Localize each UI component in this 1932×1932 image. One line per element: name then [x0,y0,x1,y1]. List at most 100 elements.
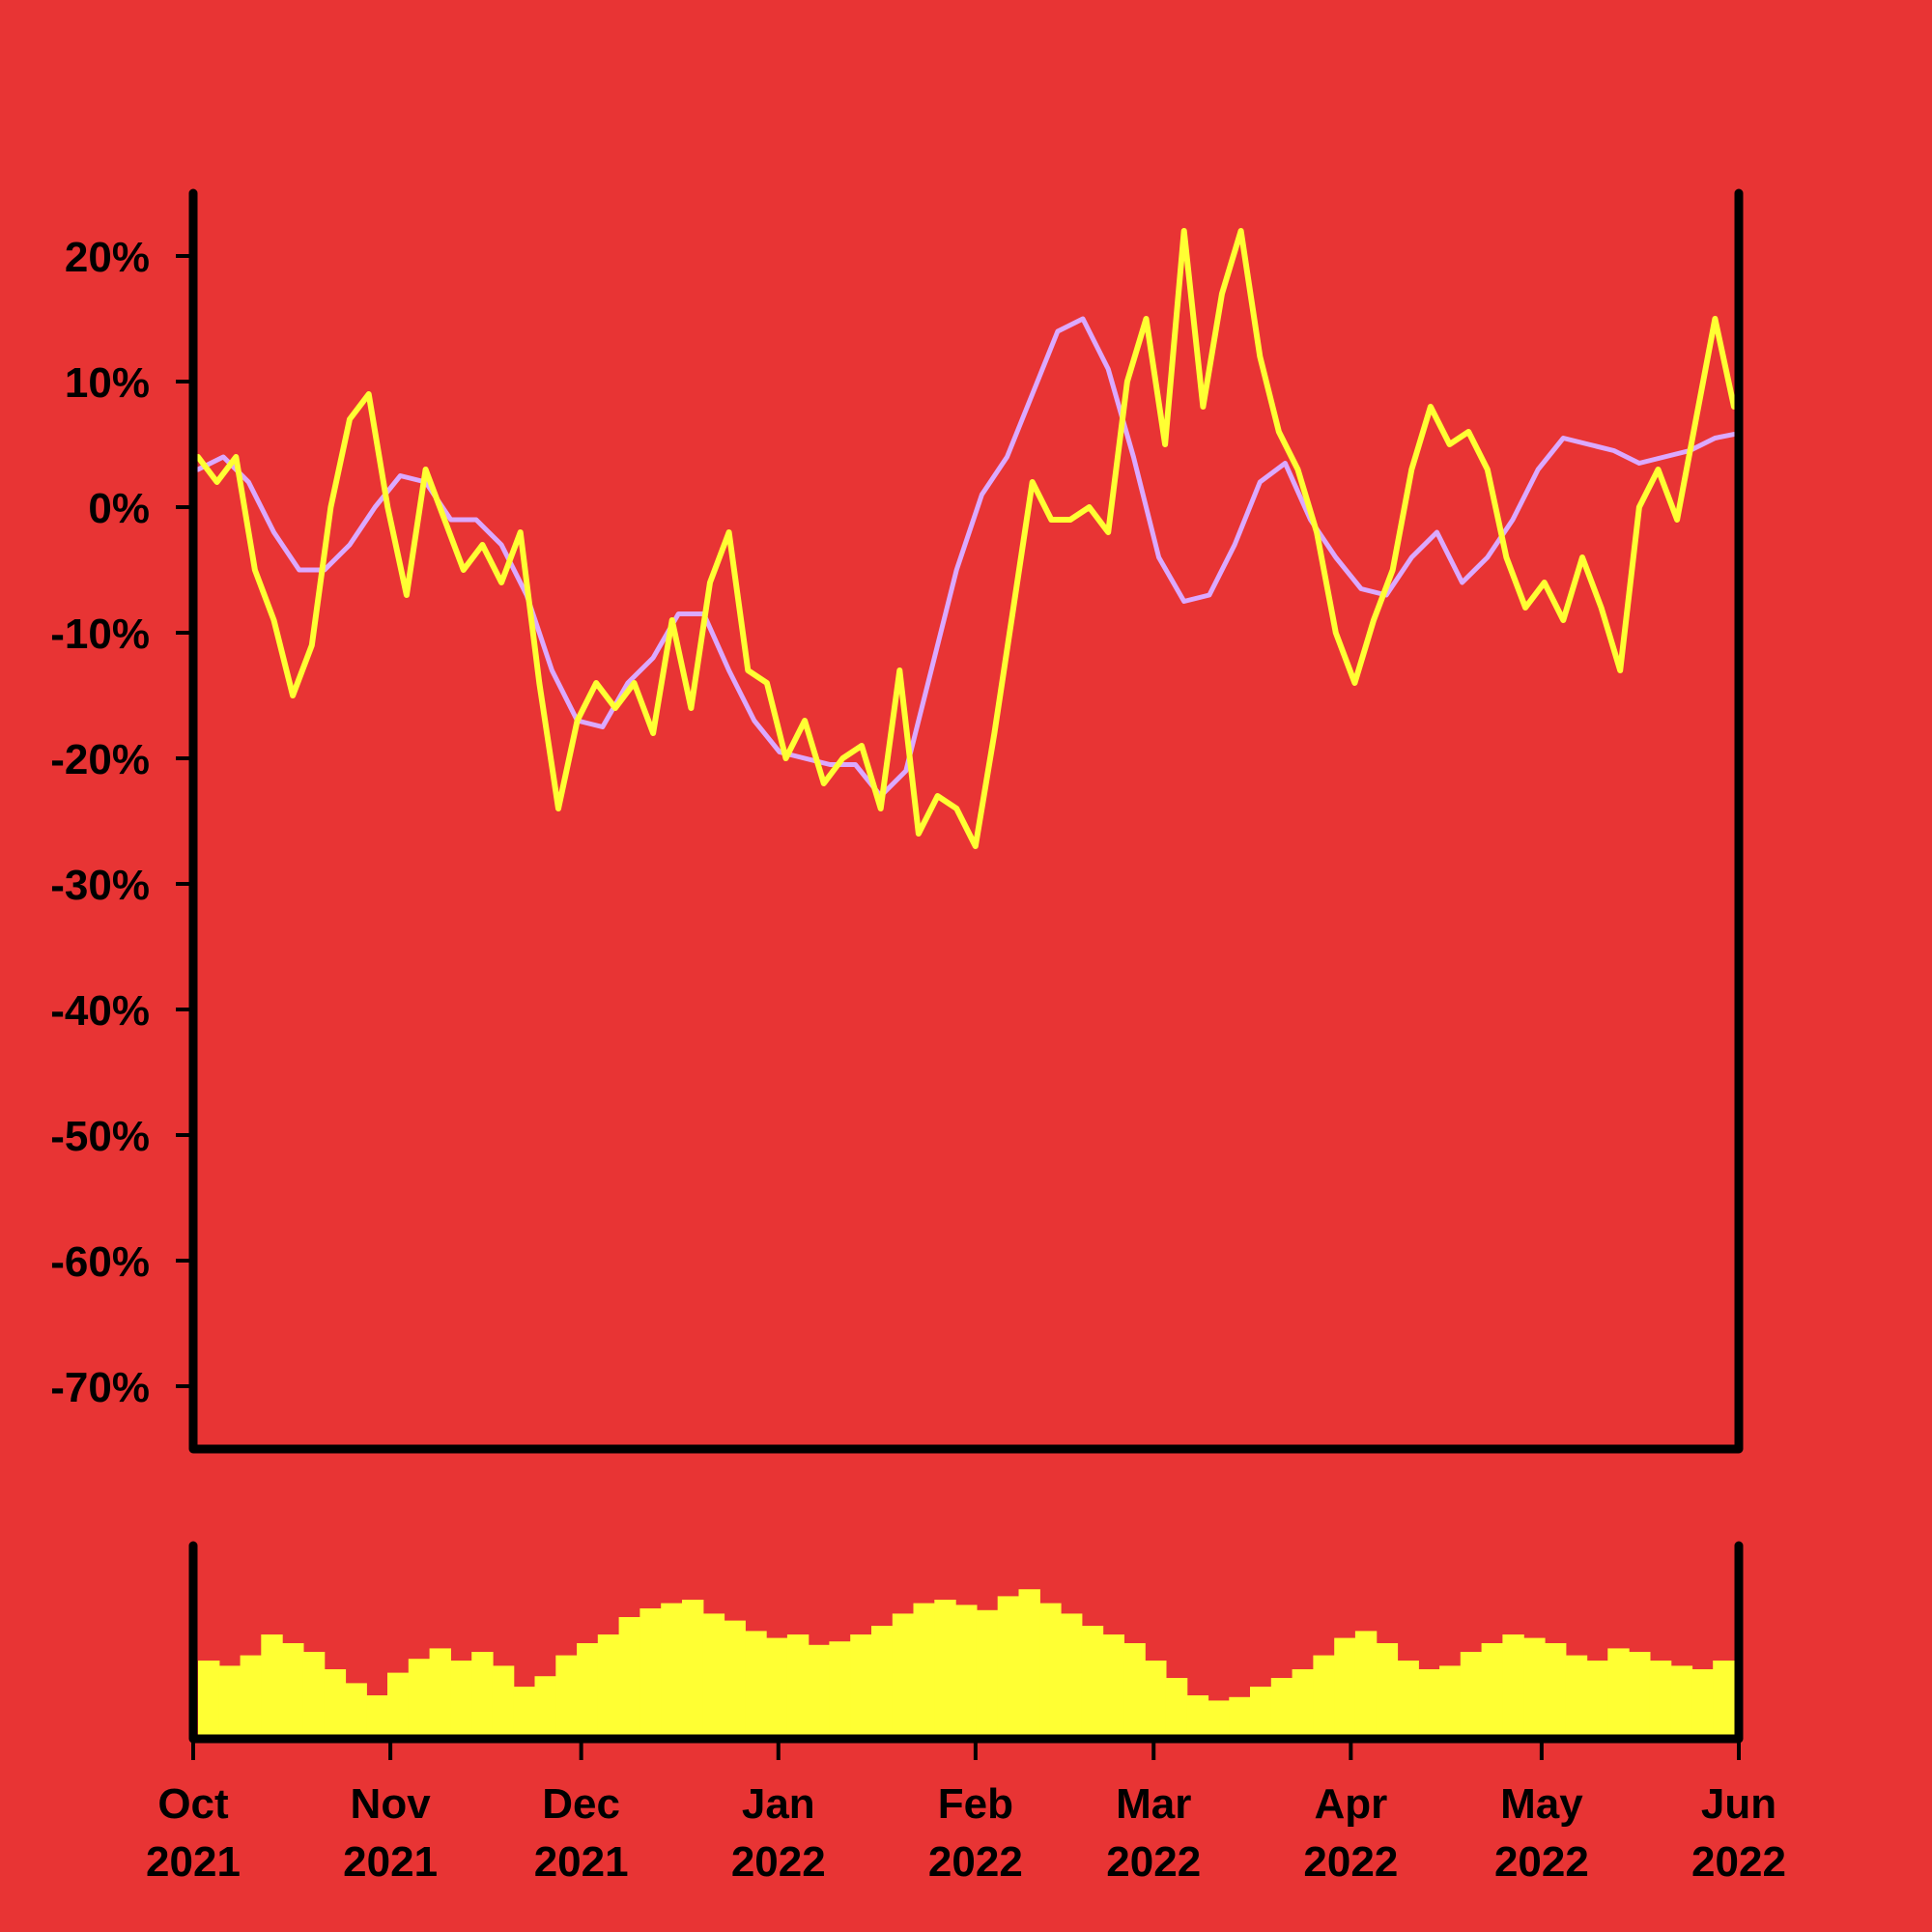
volume-bar [240,1655,262,1739]
volume-bar [976,1609,999,1739]
volume-bar [1145,1661,1167,1739]
y-tick-label: -50% [50,1113,150,1160]
volume-bar [450,1661,472,1739]
volume-bar [808,1644,830,1739]
volume-bar [829,1641,851,1739]
volume-bar [1565,1655,1588,1739]
volume-bar [661,1603,683,1739]
x-tick-label-year: 2022 [1691,1838,1786,1886]
volume-bar [492,1665,515,1739]
volume-bar [1691,1669,1714,1739]
volume-bar [1102,1634,1124,1739]
volume-bar [1270,1678,1293,1739]
volume-bar [1629,1652,1651,1739]
volume-bars [198,1589,1735,1739]
y-tick-label: -20% [50,736,150,783]
main-axes-frame [188,188,1744,1454]
x-tick-label-month: Feb [938,1780,1013,1828]
volume-bar [1354,1631,1378,1739]
volume-bar [1523,1637,1546,1739]
volume-bar [218,1665,242,1739]
volume-bar [1545,1643,1567,1739]
volume-bar [1460,1652,1483,1739]
y-tick-label: -40% [50,987,150,1035]
volume-bar [1165,1678,1188,1739]
x-tick-label-month: Mar [1116,1780,1191,1828]
y-tick-label: -70% [50,1364,150,1411]
volume-bar [955,1605,978,1739]
x-tick-label-month: Oct [157,1780,229,1828]
volume-bar [198,1661,220,1739]
volume-bar [1481,1643,1503,1739]
volume-bar [1061,1613,1083,1739]
x-tick-label-month: Jan [742,1780,815,1828]
volume-bar [387,1672,410,1739]
y-tick-label: 0% [88,485,150,532]
volume-bar [345,1683,367,1739]
x-tick-label-month: May [1500,1780,1583,1828]
volume-bar [1439,1665,1462,1739]
volume-bar [1292,1669,1314,1739]
volume-bar [1208,1700,1230,1739]
volume-axes-frame [188,1541,1744,1744]
x-tick-label-month: Nov [351,1780,432,1828]
volume-bar [261,1634,283,1739]
x-tick-label-year: 2022 [1106,1838,1201,1886]
volume-bar [1607,1648,1630,1739]
volume-bar [913,1603,935,1739]
volume-bar [513,1687,536,1739]
volume-bar [1039,1603,1062,1739]
y-tick-label: -60% [50,1238,150,1286]
volume-bar [471,1652,494,1739]
volume-bar [702,1613,725,1739]
volume-bar [1081,1626,1104,1739]
x-tick-label-year: 2022 [1494,1838,1589,1886]
volume-bar [850,1634,872,1739]
volume-bar [1670,1665,1693,1739]
volume-bar [1586,1661,1608,1739]
x-tick-label-year: 2022 [731,1838,826,1886]
volume-bar [366,1695,388,1739]
y-tick-label: 10% [65,359,150,407]
volume-bar [618,1617,640,1739]
volume-bar [639,1608,662,1739]
volume-bar [577,1643,599,1739]
volume-bar [1334,1637,1356,1739]
x-tick-label-year: 2021 [534,1838,629,1886]
volume-bar [1376,1643,1399,1739]
volume-bar [429,1648,451,1739]
volume-bar [1502,1634,1524,1739]
y-axis-ticks: 20% 10% 0% -10% -20% -30% -40% -50% -60% -70% [50,234,193,1411]
volume-bar [745,1631,767,1739]
volume-bar [997,1596,1020,1739]
x-tick-label-year: 2021 [343,1838,438,1886]
volume-bar [1649,1661,1672,1739]
volume-bar [302,1652,326,1739]
x-tick-label-year: 2022 [1303,1838,1398,1886]
volume-bar [1713,1661,1735,1739]
volume-bar [324,1669,347,1739]
volume-bar [1250,1687,1272,1739]
volume-bar [724,1620,746,1739]
volume-chart-panel: Oct 2021 Nov 2021 Dec 2021 Jan 2022 Feb 2022 Mar 20… [146,1541,1786,1886]
y-tick-label: -30% [50,862,150,909]
volume-bar [934,1600,956,1739]
volume-bar [1123,1643,1146,1739]
main-chart-panel: 20% 10% 0% -10% -20% -30% -40% -50% -60% -70% [50,188,1744,1454]
x-tick-label-year: 2022 [928,1838,1023,1886]
x-axis-ticks: Oct 2021 Nov 2021 Dec 2021 Jan 2022 Feb 2022 Mar 20… [146,1739,1786,1886]
volume-bar [766,1637,788,1739]
volume-bar [1418,1669,1440,1739]
volume-bar [1018,1589,1040,1739]
volume-bar [597,1634,620,1739]
y-tick-label: 20% [65,234,150,281]
x-tick-label-month: Apr [1314,1780,1387,1828]
volume-bar [786,1634,810,1739]
volume-bar [555,1655,578,1739]
volume-bar [1186,1695,1209,1739]
x-tick-label-month: Jun [1701,1780,1776,1828]
volume-bar [282,1643,304,1739]
x-tick-label-month: Dec [542,1780,620,1828]
y-tick-label: -10% [50,611,150,658]
